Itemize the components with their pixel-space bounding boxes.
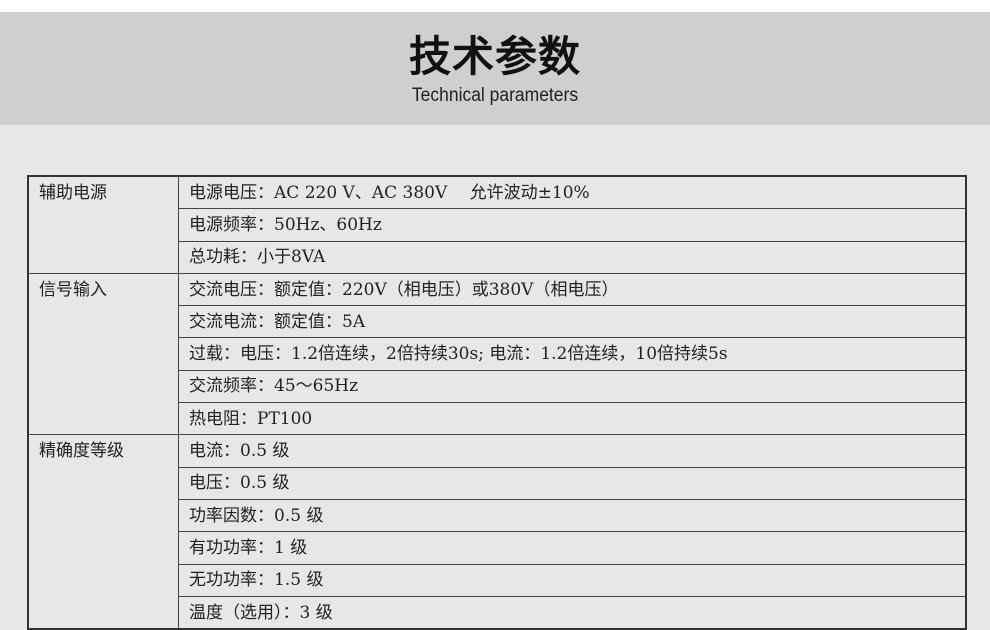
spec-cell: 电流：0.5 级: [178, 434, 967, 468]
spec-table: 辅助电源 电源电压：AC 220 V、AC 380V 允许波动±10% 电源频率：5…: [27, 175, 967, 630]
spec-cell: 交流电压：额定值：220V（相电压）或380V（相电压）: [178, 272, 967, 307]
spec-cell: 过载：电压：1.2倍连续，2倍持续30s; 电流：1.2倍连续，10倍持续5s: [178, 337, 967, 371]
category-cell: 辅助电源: [27, 175, 179, 274]
table-row: 总功耗：小于8VA: [28, 240, 967, 274]
table-row: 精确度等级 电流：0.5 级: [27, 434, 967, 630]
table-row: 电压：0.5 级: [28, 466, 967, 500]
spec-cell: 交流电流：额定值：5A: [178, 305, 967, 339]
table-row: 辅助电源 电源电压：AC 220 V、AC 380V 允许波动±10%: [27, 175, 967, 274]
table-row: 温度（选用）：3 级: [28, 595, 967, 630]
spec-cell: 电源频率：50Hz、60Hz: [178, 208, 967, 242]
spec-cell: 总功耗：小于8VA: [178, 240, 967, 274]
spec-cell: 有功功率：1 级: [178, 531, 967, 565]
header-band: [0, 12, 990, 125]
table-row: 热电阻：PT100: [28, 402, 967, 436]
spec-cell: 电源电压：AC 220 V、AC 380V 允许波动±10%: [178, 175, 967, 210]
table-row: 无功功率：1.5 级: [28, 563, 967, 597]
spec-cell: 热电阻：PT100: [178, 402, 967, 436]
page-subtitle: Technical parameters: [411, 85, 579, 106]
spec-cell: 电压：0.5 级: [178, 466, 967, 500]
table-row: 有功功率：1 级: [28, 531, 967, 565]
category-cell: 精确度等级: [27, 434, 179, 630]
table-row: 电源频率：50Hz、60Hz: [28, 208, 967, 242]
spec-cell: 功率因数：0.5 级: [178, 498, 967, 533]
top-margin: [0, 0, 990, 12]
table-row: 交流频率：45～65Hz: [28, 369, 967, 404]
spec-cell: 交流频率：45～65Hz: [178, 369, 967, 404]
page-title: 技术参数: [408, 32, 581, 81]
table-row: 交流电流：额定值：5A: [28, 305, 967, 339]
table-row: 信号输入 交流电压：额定值：220V（相电压）或380V（相电压）: [27, 272, 967, 436]
spec-cell: 无功功率：1.5 级: [178, 563, 967, 597]
spec-cell: 温度（选用）：3 级: [178, 595, 967, 630]
category-cell: 信号输入: [27, 272, 179, 436]
